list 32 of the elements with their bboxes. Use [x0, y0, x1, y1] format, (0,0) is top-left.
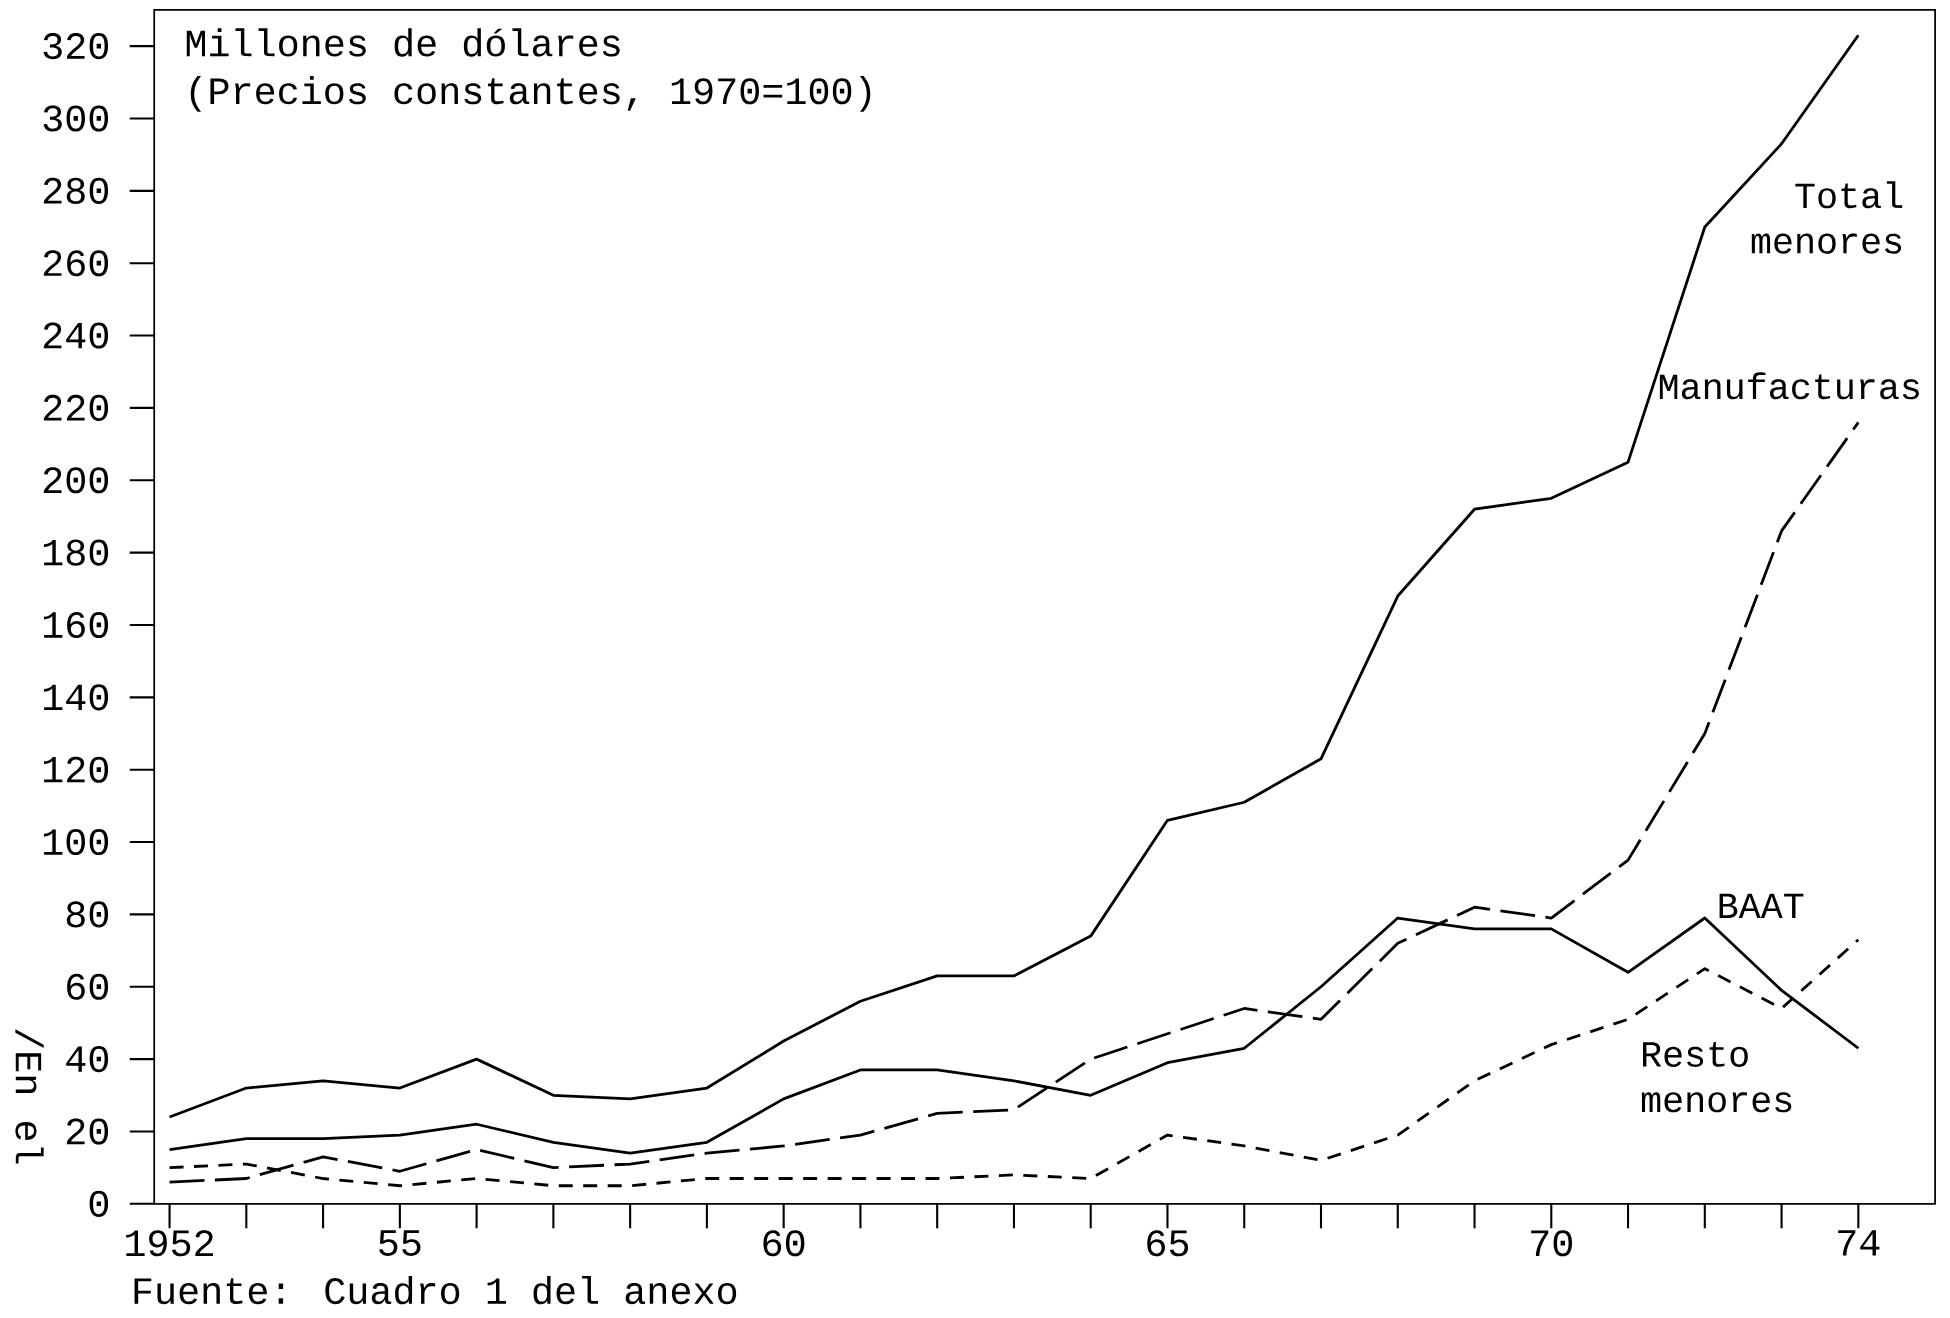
x-tick-label: 60: [763, 1230, 805, 1257]
y-tick-label: 20: [66, 1118, 109, 1145]
annotation: Millones de dólares: [186, 28, 620, 57]
annotation: (Precios constantes, 1970=100): [190, 75, 871, 112]
x-tick-label: 1952: [126, 1230, 213, 1257]
series-label: Resto menores: [1641, 1041, 1792, 1113]
y-tick-label: 40: [66, 1045, 109, 1073]
y-tick-label: 80: [66, 901, 109, 928]
x-tick-label: 65: [1147, 1230, 1189, 1257]
y-tick-label: 180: [43, 539, 109, 566]
y-tick-label: 240: [43, 322, 109, 349]
y-tick-label: 220: [43, 394, 109, 421]
y-tick-label: 320: [43, 32, 109, 60]
y-tick-label: 100: [43, 828, 109, 855]
y-tick-label: 160: [43, 611, 109, 638]
y-tick-label: 120: [43, 756, 109, 783]
source-note: Fuente: Cuadro 1 del anexo: [134, 1275, 737, 1305]
series-label: BAAT: [1719, 893, 1804, 918]
series-label: Total menores: [1751, 181, 1903, 254]
y-tick-label: 300: [43, 105, 109, 132]
series-label: Manufacturas: [1659, 372, 1919, 400]
x-tick-label: 70: [1531, 1230, 1573, 1257]
x-tick-label: 55: [379, 1230, 421, 1256]
y-tick-label: 260: [43, 250, 109, 277]
y-tick-label: 60: [67, 973, 109, 1000]
y-tick-label: 200: [43, 467, 109, 494]
y-tick-label: 280: [43, 177, 109, 204]
text: /En el: [15, 1029, 44, 1164]
x-tick-label: 74: [1838, 1230, 1880, 1256]
y-tick-label: 0: [89, 1190, 109, 1217]
line-series: [168, 420, 1860, 1184]
y-tick-label: 140: [43, 684, 109, 711]
